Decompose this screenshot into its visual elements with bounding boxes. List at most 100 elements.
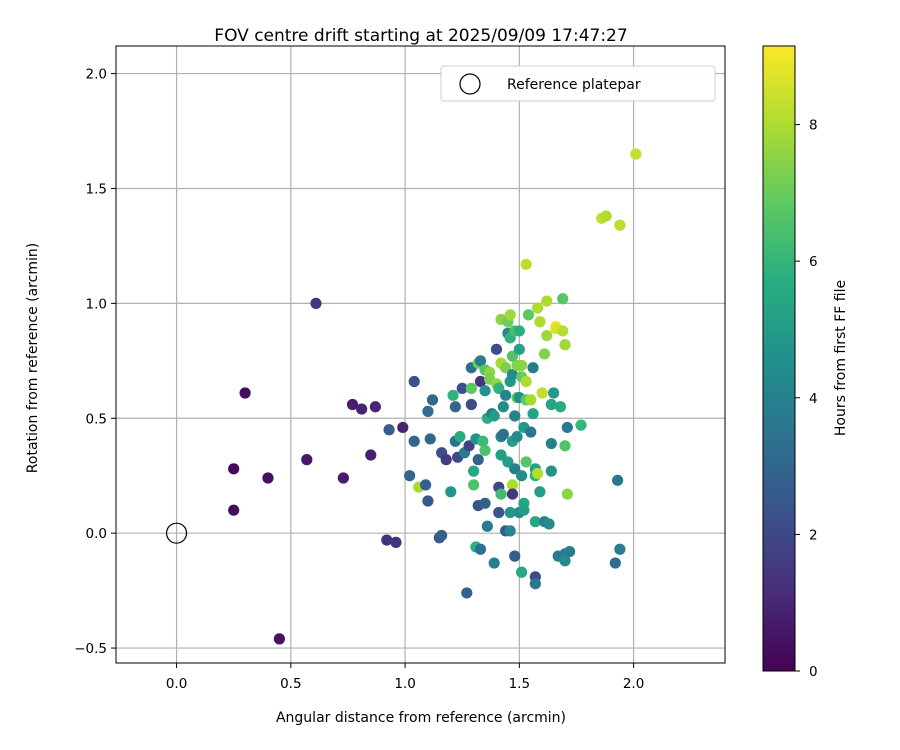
data-point xyxy=(611,474,624,486)
data-point xyxy=(520,456,532,468)
y-tick-label: −0.5 xyxy=(74,641,107,657)
data-point xyxy=(600,210,612,222)
data-point xyxy=(504,309,516,321)
data-point xyxy=(365,449,377,461)
y-tick-label: 1.5 xyxy=(86,181,107,197)
data-point xyxy=(495,449,507,461)
data-point xyxy=(488,410,500,422)
plot-frame xyxy=(115,45,726,664)
data-point xyxy=(520,258,532,270)
data-point xyxy=(561,488,573,500)
data-point xyxy=(474,543,487,555)
plot-axes: 0.0 0.5 1.0 1.5 2.0 −0.5 0.0 0.5 1.0 1.5 2.0 xyxy=(74,45,726,692)
data-point xyxy=(440,454,452,466)
data-point xyxy=(262,472,274,484)
data-point xyxy=(502,456,514,468)
data-point xyxy=(614,543,626,555)
data-point xyxy=(479,497,491,509)
legend-marker-reference xyxy=(459,73,481,95)
data-point xyxy=(543,518,555,530)
data-point xyxy=(497,401,509,413)
data-point xyxy=(509,410,521,422)
colorbar-tick-label: 4 xyxy=(809,391,818,407)
data-point xyxy=(529,578,541,590)
data-point xyxy=(449,401,461,413)
data-point xyxy=(525,394,537,406)
data-point xyxy=(506,479,519,491)
data-point xyxy=(337,472,349,484)
data-point xyxy=(536,387,548,399)
data-point xyxy=(465,398,477,411)
data-point xyxy=(559,339,571,351)
data-point xyxy=(465,382,477,394)
data-point xyxy=(534,486,546,498)
data-point xyxy=(541,329,553,342)
data-point xyxy=(497,428,509,440)
data-point xyxy=(500,389,512,401)
data-point xyxy=(506,369,519,381)
data-point xyxy=(532,467,544,480)
data-point xyxy=(424,433,436,445)
data-point xyxy=(228,463,240,475)
data-point xyxy=(522,309,535,321)
data-point xyxy=(538,348,551,360)
data-point xyxy=(557,293,569,305)
colorbar-tick-label: 0 xyxy=(809,664,818,680)
data-point xyxy=(356,403,368,415)
data-point xyxy=(513,343,525,355)
data-point xyxy=(561,421,573,434)
data-points xyxy=(165,148,642,645)
data-point xyxy=(490,343,503,355)
data-point xyxy=(506,350,519,362)
data-point xyxy=(461,587,473,599)
data-point xyxy=(408,375,420,388)
data-point xyxy=(516,470,528,482)
data-point xyxy=(518,504,530,516)
data-point xyxy=(383,424,395,436)
data-point xyxy=(630,148,642,160)
data-point xyxy=(239,387,251,399)
data-point xyxy=(390,536,402,548)
chart-title: FOV centre drift starting at 2025/09/09 … xyxy=(214,26,627,46)
data-point xyxy=(228,504,240,516)
data-point xyxy=(426,394,439,406)
data-point xyxy=(479,385,491,397)
data-point xyxy=(504,525,516,537)
y-tick-label: 0.5 xyxy=(86,411,107,427)
data-point xyxy=(422,495,434,507)
data-point xyxy=(369,401,381,413)
data-point xyxy=(495,488,507,500)
data-point xyxy=(474,375,487,388)
data-point xyxy=(454,431,466,443)
data-point xyxy=(575,419,587,431)
data-point xyxy=(609,557,621,569)
grid xyxy=(116,46,725,663)
data-point xyxy=(559,440,571,452)
data-point xyxy=(472,454,484,466)
legend-box xyxy=(440,65,716,102)
data-point xyxy=(493,506,505,519)
data-point xyxy=(273,633,285,645)
data-point xyxy=(516,566,528,578)
x-tick-label: 0.5 xyxy=(280,676,301,692)
x-tick-label: 2.0 xyxy=(623,676,644,692)
data-point xyxy=(516,359,528,372)
data-point xyxy=(420,479,432,491)
colorbar-tick-label: 8 xyxy=(809,118,818,134)
data-point xyxy=(397,421,409,434)
data-point xyxy=(554,401,567,413)
data-point xyxy=(541,295,553,307)
data-point xyxy=(477,435,489,447)
data-point xyxy=(557,325,569,337)
data-point xyxy=(527,408,539,420)
data-point xyxy=(436,529,448,542)
legend: Reference platepar xyxy=(440,65,716,102)
data-point xyxy=(513,325,525,337)
data-point xyxy=(545,465,557,477)
data-point xyxy=(488,557,500,569)
colorbar-label: Hours from first FF file xyxy=(833,280,849,436)
data-point xyxy=(479,444,491,457)
data-point xyxy=(404,470,416,482)
data-point xyxy=(525,426,537,438)
